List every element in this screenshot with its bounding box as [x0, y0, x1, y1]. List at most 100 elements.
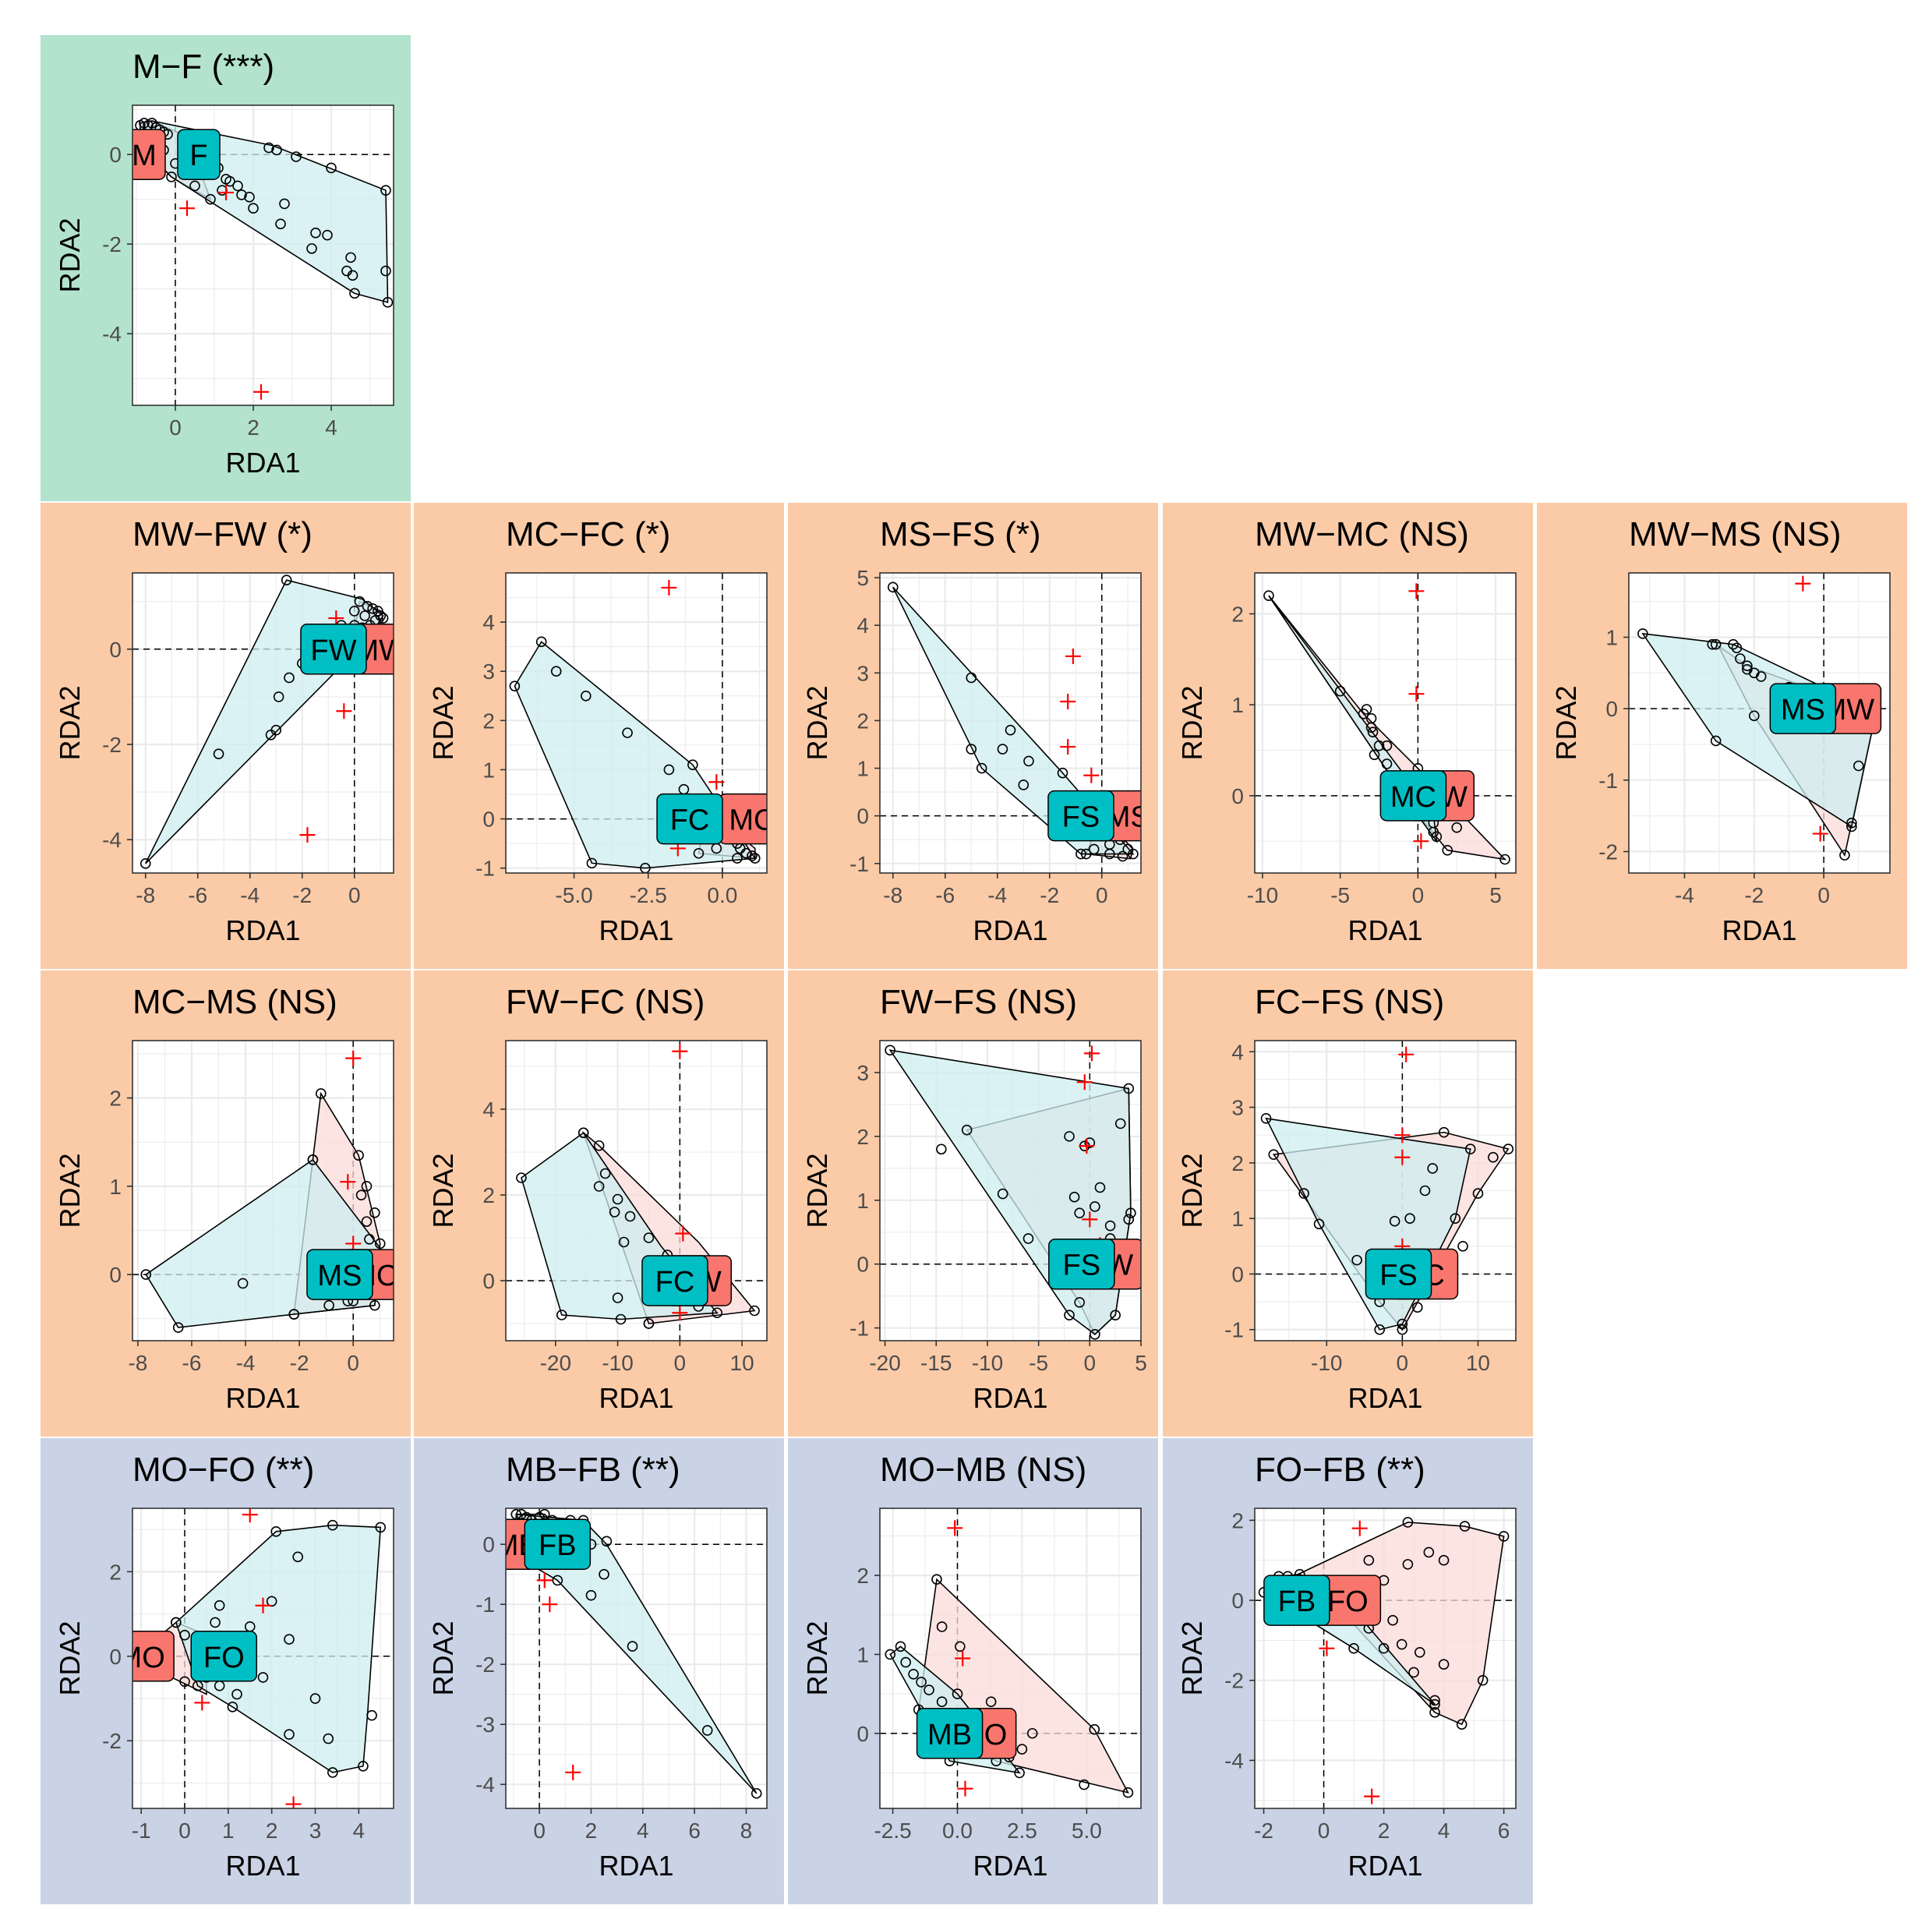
- plot-border: [132, 572, 394, 874]
- data-point-mw: [1499, 854, 1510, 865]
- data-point-fc: [1404, 1213, 1415, 1224]
- data-point-mw: [367, 603, 379, 614]
- data-point-fs: [1450, 1213, 1461, 1224]
- data-point-f: [244, 191, 255, 203]
- data-point-fo: [1402, 1517, 1414, 1528]
- y-tick-label: 2: [857, 1564, 869, 1588]
- data-point-fs: [1064, 1131, 1075, 1142]
- data-point-ms: [288, 1309, 300, 1320]
- data-point-ms: [172, 1322, 184, 1333]
- y-axis-label: RDA2: [1176, 685, 1208, 760]
- data-point-mw: [359, 610, 370, 621]
- plot-content: MWMC: [1263, 583, 1510, 865]
- data-point-ms: [1728, 638, 1739, 650]
- data-point-fo: [358, 1760, 369, 1772]
- y-tick-label: -1: [475, 857, 495, 881]
- centroid-label-mc: MC: [719, 793, 767, 845]
- data-point-f: [271, 144, 282, 156]
- x-tick-label: 4: [1438, 1819, 1450, 1843]
- x-tick-label: -20: [869, 1351, 900, 1375]
- centroid-label-mo: MO: [132, 1631, 175, 1682]
- centroid-label-fc: FC: [641, 1255, 708, 1306]
- data-point-fo: [1363, 1554, 1375, 1566]
- y-tick-label: -4: [1224, 1748, 1244, 1773]
- data-point-fw: [273, 691, 284, 702]
- data-point-mw: [1748, 710, 1760, 722]
- variable-cross: [536, 1572, 553, 1589]
- x-axis-label: RDA1: [225, 914, 300, 946]
- data-point-fb: [1378, 1642, 1390, 1654]
- plot-content: FWFS: [885, 1045, 1141, 1340]
- y-tick-label: 3: [482, 659, 495, 684]
- data-point-fw: [1068, 1191, 1080, 1203]
- x-tick-label: -1: [132, 1819, 151, 1843]
- data-point-ms: [355, 1189, 367, 1200]
- data-point-m: [166, 171, 177, 182]
- y-axis-label: RDA2: [54, 685, 86, 760]
- data-point-fs: [1023, 755, 1034, 767]
- y-tick-label: 0: [482, 1532, 495, 1557]
- panel-title: MC−MS (NS): [132, 983, 337, 1021]
- panel-title: MW−MS (NS): [1629, 515, 1842, 553]
- y-tick-label: -4: [475, 1773, 495, 1797]
- x-tick-label: 0: [1412, 883, 1425, 907]
- x-tick-label: 0: [348, 883, 361, 907]
- y-axis-label: RDA2: [54, 1153, 86, 1228]
- data-point-fs: [1298, 1188, 1309, 1199]
- variable-cross: [336, 703, 352, 719]
- data-point-f: [326, 162, 337, 174]
- data-point-fs: [997, 744, 1008, 755]
- data-point-fs: [1313, 1218, 1325, 1230]
- x-tick-label: -5.0: [555, 883, 592, 907]
- panel-0: M−F (***) M F 0 2 4 -4 -2 0 RDA1 RDA2: [41, 35, 411, 501]
- y-axis-label: RDA2: [54, 217, 86, 292]
- x-axis-label: RDA1: [225, 1850, 300, 1882]
- data-point-fc: [663, 764, 675, 776]
- data-point-fo: [214, 1599, 225, 1611]
- data-point-mw: [1442, 845, 1453, 856]
- data-point-mw: [1742, 660, 1753, 671]
- data-point-mw: [354, 596, 366, 607]
- y-axis-label: RDA2: [801, 1153, 833, 1228]
- y-tick-label: -3: [475, 1713, 495, 1737]
- y-tick-label: 4: [857, 613, 869, 638]
- x-tick-label: -8: [136, 883, 155, 907]
- data-point-fw: [1104, 1220, 1116, 1232]
- data-point-fs: [1064, 1310, 1075, 1321]
- x-tick-label: 0: [347, 1351, 359, 1375]
- data-point-f: [224, 175, 235, 187]
- data-point-fc: [618, 1236, 630, 1248]
- data-point-fc: [712, 1307, 722, 1319]
- y-tick-label: 3: [857, 661, 869, 685]
- x-tick-label: -4: [1675, 883, 1694, 907]
- data-point-fc: [586, 857, 598, 869]
- panel-title: MW−FW (*): [132, 515, 313, 553]
- centroid-label-text: FS: [1379, 1259, 1418, 1292]
- data-point-mw: [1263, 590, 1274, 601]
- data-point-ms: [1846, 821, 1857, 832]
- data-point-mb: [895, 1641, 906, 1653]
- y-tick-label: 2: [857, 1125, 869, 1149]
- data-point-mb: [936, 1696, 948, 1708]
- data-point-mo: [985, 1696, 997, 1708]
- x-tick-label: 6: [688, 1819, 701, 1843]
- data-point-fw: [348, 606, 360, 617]
- data-point-mc: [1381, 758, 1393, 769]
- data-point-f: [380, 185, 391, 196]
- variable-cross: [345, 1050, 362, 1066]
- x-tick-label: 8: [740, 1819, 753, 1843]
- y-tick-label: 1: [1231, 1207, 1244, 1231]
- plot-border: [132, 104, 394, 406]
- variable-cross: [299, 827, 316, 843]
- data-point-fw: [1114, 1118, 1126, 1129]
- y-tick-label: -2: [1598, 840, 1618, 864]
- data-point-fo: [1438, 1554, 1450, 1566]
- x-tick-label: 0: [1817, 883, 1830, 907]
- variable-cross: [1394, 1149, 1411, 1165]
- data-point-ms: [307, 1154, 319, 1165]
- data-point-fo: [1498, 1531, 1510, 1542]
- hull-fo: [175, 1524, 382, 1773]
- data-point-fs: [997, 1188, 1008, 1200]
